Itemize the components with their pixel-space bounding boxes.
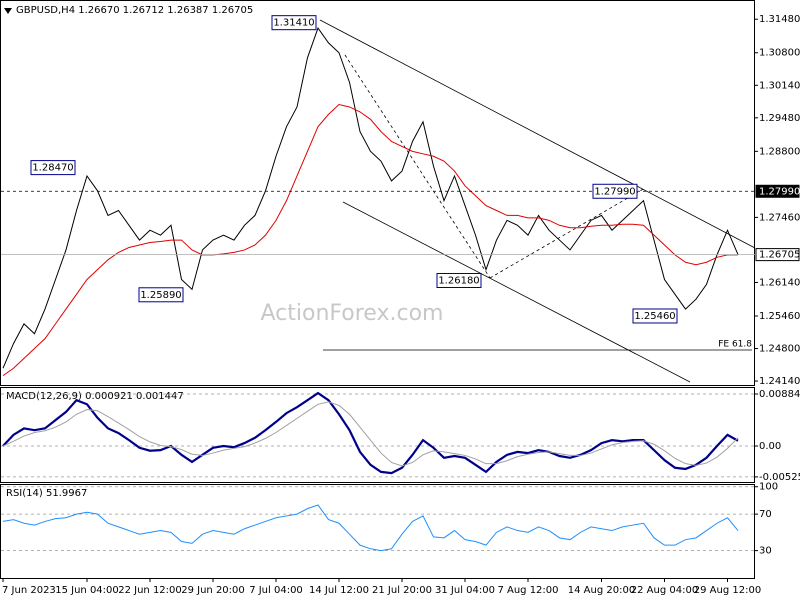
y-tick-label: -0.005252 bbox=[759, 472, 800, 483]
y-tick-label: 1.27460 bbox=[759, 212, 800, 223]
y-tick-label: 1.31480 bbox=[759, 14, 800, 25]
y-tick-label: 100 bbox=[759, 482, 778, 493]
y-tick-label: 1.26140 bbox=[759, 277, 800, 288]
channel-upper bbox=[319, 19, 756, 249]
level-label: 1.31410 bbox=[273, 18, 314, 29]
level-label: 1.27990 bbox=[594, 186, 635, 197]
level-label: 1.25460 bbox=[634, 311, 675, 322]
series-line bbox=[2, 391, 739, 475]
y-tick-label: 1.30800 bbox=[759, 48, 800, 59]
x-tick-label: 31 Jul 04:00 bbox=[435, 585, 495, 596]
series-line bbox=[2, 103, 738, 377]
level-label: 1.26180 bbox=[438, 275, 479, 286]
rsi-panel bbox=[0, 484, 755, 579]
x-tick-label: 29 Jun 20:00 bbox=[181, 585, 245, 596]
series-line bbox=[2, 27, 739, 369]
level-box bbox=[436, 272, 482, 288]
macd-title: MACD(12,26,9) 0.000921 0.001447 bbox=[6, 391, 184, 402]
x-tick-label: 7 Jun 2023 bbox=[2, 585, 56, 596]
x-tick-label: 22 Jun 12:00 bbox=[118, 585, 182, 596]
y-tick-label: 70 bbox=[759, 509, 772, 520]
price-tag-label: 1.27990 bbox=[759, 186, 800, 197]
level-box bbox=[30, 160, 76, 176]
level-label: 1.28470 bbox=[32, 163, 73, 174]
x-tick-label: 7 Jul 04:00 bbox=[249, 585, 303, 596]
y-tick-label: 1.28800 bbox=[759, 146, 800, 157]
macd-panel bbox=[0, 387, 755, 483]
x-tick-label: 21 Jul 20:00 bbox=[372, 585, 432, 596]
fe-label: FE 61.8 bbox=[718, 340, 752, 350]
price-tag bbox=[755, 184, 800, 198]
price-panel bbox=[0, 0, 755, 386]
level-box bbox=[271, 15, 317, 31]
x-tick-label: 29 Aug 12:00 bbox=[694, 585, 761, 596]
y-tick-label: 1.30140 bbox=[759, 80, 800, 91]
chart-title: GBPUSD,H4 1.26670 1.26712 1.26387 1.2670… bbox=[16, 5, 253, 16]
swing-line bbox=[344, 54, 491, 279]
x-tick-label: 7 Aug 12:00 bbox=[497, 585, 558, 596]
y-tick-label: 1.25460 bbox=[759, 311, 800, 322]
y-tick-label: 1.24800 bbox=[759, 344, 800, 355]
x-tick-label: 14 Aug 20:00 bbox=[568, 585, 635, 596]
x-tick-label: 22 Aug 04:00 bbox=[631, 585, 698, 596]
y-tick-label: 30 bbox=[759, 546, 772, 557]
y-tick-label: 0.00 bbox=[759, 441, 781, 452]
title-icon bbox=[4, 8, 12, 14]
level-box bbox=[138, 287, 184, 303]
price-tag-label: 1.26705 bbox=[759, 250, 800, 261]
watermark: ActionForex.com bbox=[261, 301, 444, 326]
x-tick-label: 14 Jul 12:00 bbox=[309, 585, 369, 596]
level-box bbox=[592, 183, 638, 199]
price-tag bbox=[755, 248, 800, 262]
y-tick-label: 1.29480 bbox=[759, 113, 800, 124]
level-box bbox=[632, 308, 678, 324]
y-tick-label: 1.24140 bbox=[759, 376, 800, 387]
x-tick-label: 15 Jun 04:00 bbox=[55, 585, 119, 596]
series-line bbox=[2, 401, 739, 467]
channel-lower bbox=[342, 201, 691, 383]
level-label: 1.25890 bbox=[140, 290, 181, 301]
y-tick-label: 0.008846 bbox=[759, 389, 800, 400]
series-line bbox=[2, 504, 739, 552]
rsi-title: RSI(14) 51.9967 bbox=[6, 488, 87, 499]
